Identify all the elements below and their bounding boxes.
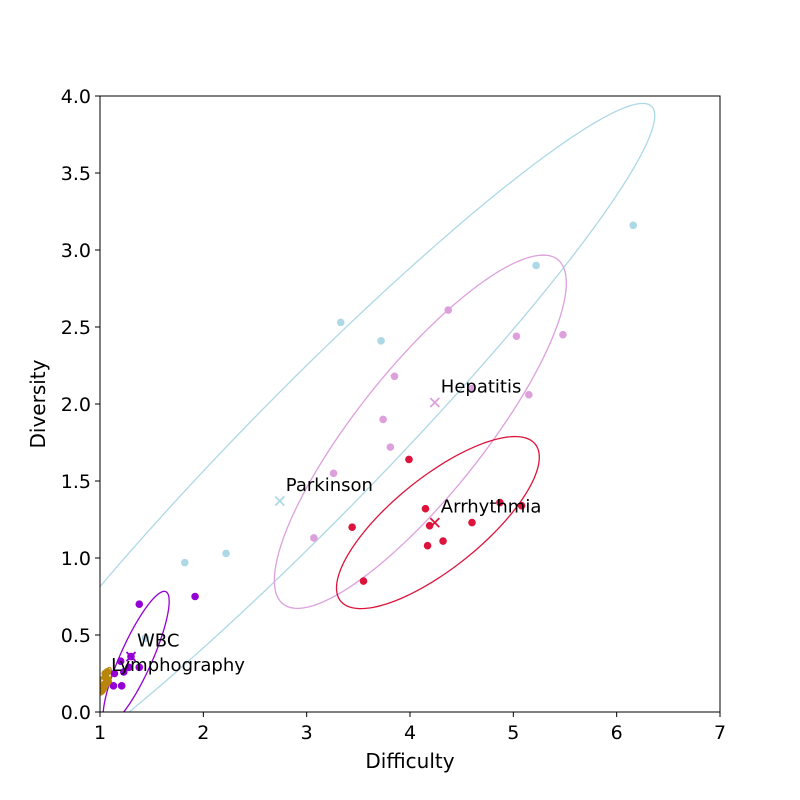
x-tick-label-3: 4 — [404, 722, 416, 744]
point-parkinson-3 — [377, 337, 385, 345]
cluster-ellipses — [100, 102, 656, 712]
x-tick-label-2: 3 — [301, 722, 313, 744]
point-arrhythmia-0 — [348, 523, 356, 531]
point-arrhythmia-1 — [405, 455, 413, 464]
x-tick-label-1: 2 — [197, 722, 209, 744]
point-hepatitis-5 — [444, 306, 453, 314]
point-wbc-6 — [119, 668, 128, 676]
y-tick-label-5: 2.5 — [61, 317, 91, 339]
label-arrhythmia: Arrhythmia — [441, 497, 542, 518]
ellipse-arrhythmia — [335, 435, 540, 610]
point-wbc-2 — [116, 657, 125, 665]
point-arrhythmia-6 — [468, 518, 476, 527]
ellipse-wbc — [102, 590, 170, 712]
point-parkinson-2 — [336, 318, 345, 327]
point-hepatitis-8 — [525, 390, 533, 399]
point-hepatitis-1 — [329, 469, 338, 478]
point-arrhythmia-9 — [359, 577, 368, 585]
point-arrhythmia-8 — [517, 501, 526, 510]
point-wbc-1 — [191, 592, 199, 601]
y-tick-label-8: 4.0 — [61, 86, 91, 108]
x-tick-label-5: 6 — [611, 722, 623, 744]
y-tick-label-7: 3.5 — [61, 163, 91, 185]
point-wbc-9 — [117, 682, 126, 690]
point-wbc-5 — [125, 663, 133, 672]
point-arrhythmia-3 — [425, 521, 434, 530]
point-arrhythmia-2 — [421, 504, 430, 513]
y-tick-label-0: 0.0 — [61, 702, 91, 724]
plot-frame — [99, 95, 721, 713]
label-parkinson: Parkinson — [286, 475, 373, 496]
point-parkinson-0 — [180, 558, 189, 567]
point-lymphography-6 — [101, 669, 109, 678]
point-hepatitis-4 — [390, 372, 399, 381]
y-axis-label: Diversity — [26, 359, 50, 448]
point-hepatitis-0 — [310, 534, 318, 542]
point-parkinson-4 — [532, 261, 540, 270]
point-wbc-4 — [135, 663, 144, 672]
y-tick-label-4: 2.0 — [61, 394, 91, 416]
label-lymphography: Lymphography — [111, 655, 245, 676]
y-axis-ticks: 0.0 0.5 1.0 1.5 2.0 2.5 3.0 3.5 4.0 — [61, 86, 100, 724]
point-wbc-8 — [109, 682, 118, 690]
data-points — [100, 221, 637, 695]
ellipse-parkinson — [100, 102, 656, 712]
point-arrhythmia-5 — [439, 537, 447, 545]
centroid-markers — [100, 397, 440, 687]
label-wbc: WBC — [137, 631, 179, 652]
x-axis-ticks: 1 2 3 4 5 6 7 — [94, 712, 726, 744]
point-wbc-7 — [110, 669, 119, 678]
point-arrhythmia-4 — [423, 541, 432, 550]
point-hepatitis-9 — [559, 330, 567, 339]
point-wbc-0 — [135, 600, 144, 608]
y-tick-label-3: 1.5 — [61, 471, 91, 493]
y-tick-label-2: 1.0 — [61, 548, 91, 570]
cluster-labels: Parkinson Hepatitis Arrhythmia WBC Lymphogra… — [111, 376, 541, 676]
point-lymphography-5 — [100, 686, 106, 695]
ellipse-hepatitis — [273, 254, 567, 610]
centroid-parkinson — [274, 495, 285, 507]
centroid-lymphography — [100, 676, 111, 687]
label-hepatitis: Hepatitis — [441, 376, 522, 397]
point-parkinson-1 — [222, 549, 230, 558]
y-tick-label-6: 3.0 — [61, 240, 91, 262]
x-tick-label-6: 7 — [714, 722, 726, 744]
point-hepatitis-6 — [468, 384, 476, 393]
x-tick-label-0: 1 — [94, 722, 106, 744]
point-hepatitis-3 — [386, 443, 395, 451]
y-tick-label-1: 0.5 — [61, 625, 91, 647]
x-tick-label-4: 5 — [507, 722, 519, 744]
point-parkinson-5 — [629, 221, 637, 230]
centroid-hepatitis — [429, 397, 440, 408]
centroid-arrhythmia — [429, 517, 440, 528]
point-hepatitis-7 — [512, 332, 521, 341]
point-parkinson-6 — [141, 634, 150, 642]
point-hepatitis-2 — [379, 415, 387, 424]
point-arrhythmia-7 — [496, 498, 504, 507]
centroid-wbc — [125, 651, 137, 662]
x-axis-label: Difficulty — [365, 749, 454, 773]
